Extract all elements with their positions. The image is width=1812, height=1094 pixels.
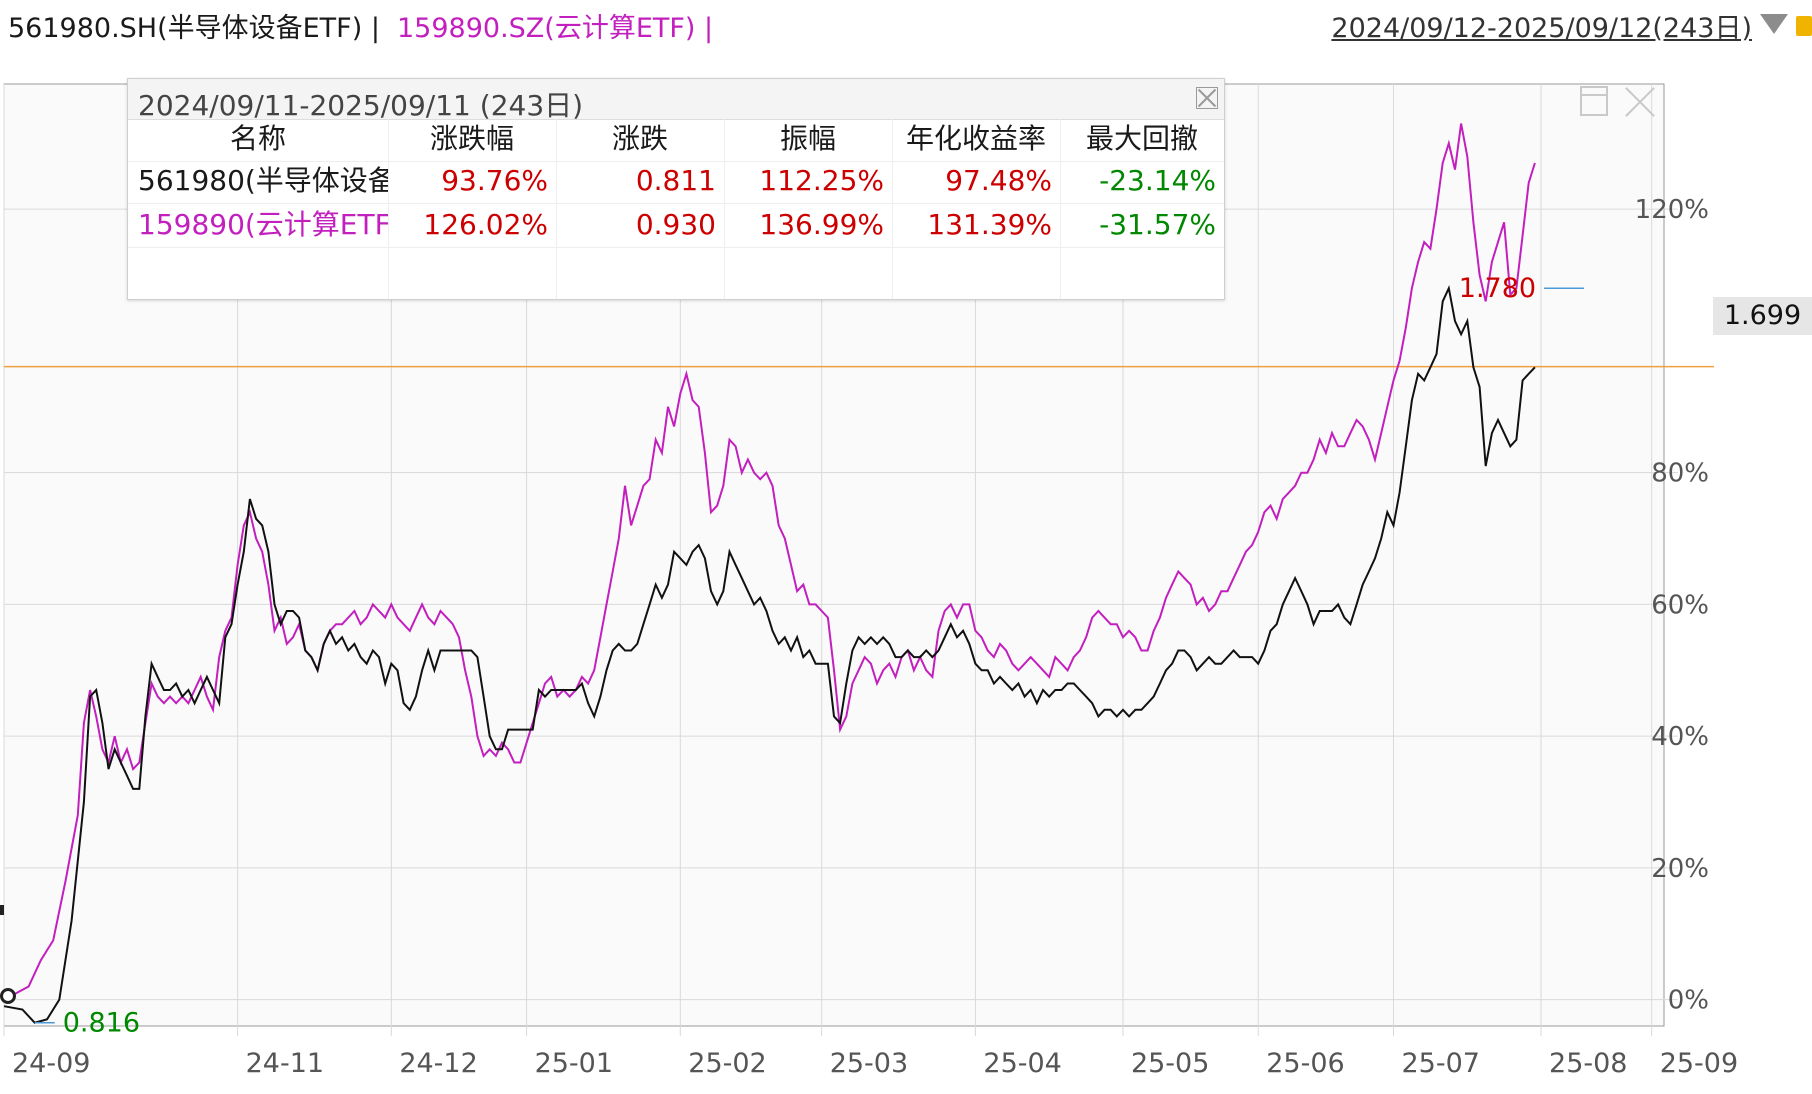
triangle-down-icon[interactable] <box>1760 14 1788 34</box>
popup-col-divider <box>388 119 389 299</box>
x-tick-label: 25-08 <box>1549 1048 1627 1079</box>
x-tick-label: 24-11 <box>246 1048 324 1079</box>
popup-title-bar: 2024/09/11-2025/09/11 (243日) <box>128 79 1224 122</box>
x-tick-label: 25-04 <box>983 1048 1061 1079</box>
x-tick-label: 25-01 <box>535 1048 613 1079</box>
x-tick-label: 25-02 <box>688 1048 766 1079</box>
row2-annual-return: 131.39% <box>927 208 1052 241</box>
start-point-marker <box>0 988 16 1004</box>
popup-col-divider <box>556 119 557 299</box>
row2-max-drawdown: -31.57% <box>1099 208 1216 241</box>
series-line <box>3 123 1536 1001</box>
row2-change-pct: 126.02% <box>423 208 548 241</box>
annotation-label: 0.816 <box>63 1008 140 1039</box>
series-layer <box>3 123 1536 1024</box>
y-tick-label: 20% <box>1651 854 1709 884</box>
row2-change: 0.930 <box>635 208 716 241</box>
window-icon[interactable] <box>1580 86 1608 116</box>
date-range-selector[interactable]: 2024/09/12-2025/09/12(243日) <box>1331 13 1752 44</box>
row1-change-pct: 93.76% <box>441 164 548 197</box>
popup-col-divider <box>892 119 893 299</box>
col-header-max-drawdown: 最大回撤 <box>1085 122 1198 155</box>
row2-amplitude: 136.99% <box>759 208 884 241</box>
series-line <box>3 284 1536 1024</box>
x-tick-label: 25-06 <box>1266 1048 1344 1079</box>
col-header-annual-return: 年化收益率 <box>905 122 1046 155</box>
interval-stats-popup: 2024/09/11-2025/09/11 (243日) 名称 涨跌幅 涨跌 振… <box>127 78 1225 300</box>
row2-name[interactable]: 159890(云计算ETF) <box>138 208 388 241</box>
popup-row-divider <box>128 247 1224 248</box>
popup-row-divider <box>128 161 1224 162</box>
row1-change: 0.811 <box>635 164 716 197</box>
x-tick-label: 24-09 <box>12 1048 90 1079</box>
y-axis: 0% 20% 40% 60% 80% 120% <box>1635 195 1709 1015</box>
x-axis: 24-09 24-11 24-12 25-01 25-02 25-03 25-04 25-05… <box>12 1048 1738 1079</box>
popup-row-divider <box>128 203 1224 204</box>
current-value-label: 1.699 <box>1713 297 1812 335</box>
chart-close-icon[interactable] <box>1624 86 1656 118</box>
legend-series-561980[interactable]: 561980.SH(半导体设备ETF) | <box>8 13 380 44</box>
col-header-change-pct: 涨跌幅 <box>429 122 514 155</box>
x-tick-label: 25-03 <box>830 1048 908 1079</box>
popup-col-divider <box>724 119 725 299</box>
x-tick-label: 25-09 <box>1660 1048 1738 1079</box>
legend-series-159890[interactable]: 159890.SZ(云计算ETF) | <box>397 13 714 44</box>
x-tick-label: 25-05 <box>1131 1048 1209 1079</box>
popup-col-divider <box>1060 119 1061 299</box>
left-edge-mark <box>0 905 4 915</box>
y-tick-label: 60% <box>1651 590 1709 620</box>
annotation-label: 1.780 <box>1459 273 1536 304</box>
chart-header: 561980.SH(半导体设备ETF) | 159890.SZ(云计算ETF) … <box>0 0 1812 44</box>
row1-annual-return: 97.48% <box>945 164 1052 197</box>
col-header-amplitude: 振幅 <box>779 122 836 155</box>
annotation-layer: 1.780 0.816 <box>34 273 1585 1039</box>
row1-amplitude: 112.25% <box>759 164 884 197</box>
y-tick-label: 120% <box>1635 195 1709 225</box>
x-tick-label: 25-07 <box>1401 1048 1479 1079</box>
y-tick-label: 40% <box>1651 722 1709 752</box>
col-header-change: 涨跌 <box>611 122 668 155</box>
x-tick-label: 24-12 <box>399 1048 477 1079</box>
col-header-name: 名称 <box>229 122 286 155</box>
row1-max-drawdown: -23.14% <box>1099 164 1216 197</box>
y-tick-label: 80% <box>1651 459 1709 489</box>
close-icon[interactable] <box>1196 87 1218 109</box>
popup-title: 2024/09/11-2025/09/11 (243日) <box>138 89 584 122</box>
y-tick-label: 0% <box>1668 986 1709 1016</box>
row1-name[interactable]: 561980(半导体设备 <box>138 164 388 197</box>
lock-icon[interactable] <box>1796 16 1812 36</box>
